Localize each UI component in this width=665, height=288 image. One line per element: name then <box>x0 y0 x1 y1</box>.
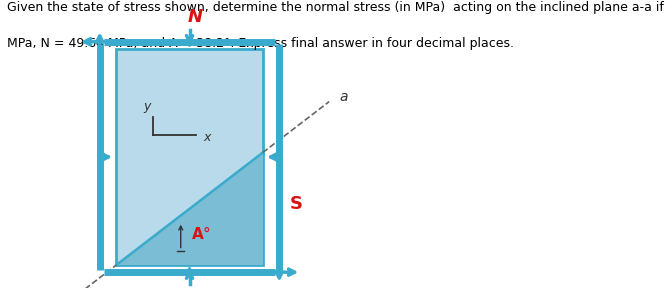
Bar <box>116 49 263 265</box>
Text: S: S <box>289 196 303 213</box>
Text: N: N <box>188 8 202 26</box>
Text: $\bf{A}$°: $\bf{A}$° <box>191 225 211 242</box>
Text: MPa, N = 49.64 MPa, and A = 38.2°. Express final answer in four decimal places.: MPa, N = 49.64 MPa, and A = 38.2°. Expre… <box>7 37 513 50</box>
Text: $y$: $y$ <box>143 101 152 115</box>
Text: Given the state of stress shown, determine the normal stress (in MPa)  acting on: Given the state of stress shown, determi… <box>7 1 665 14</box>
Text: $x$: $x$ <box>203 131 213 144</box>
Text: $a$: $a$ <box>339 90 348 104</box>
Polygon shape <box>116 153 263 265</box>
